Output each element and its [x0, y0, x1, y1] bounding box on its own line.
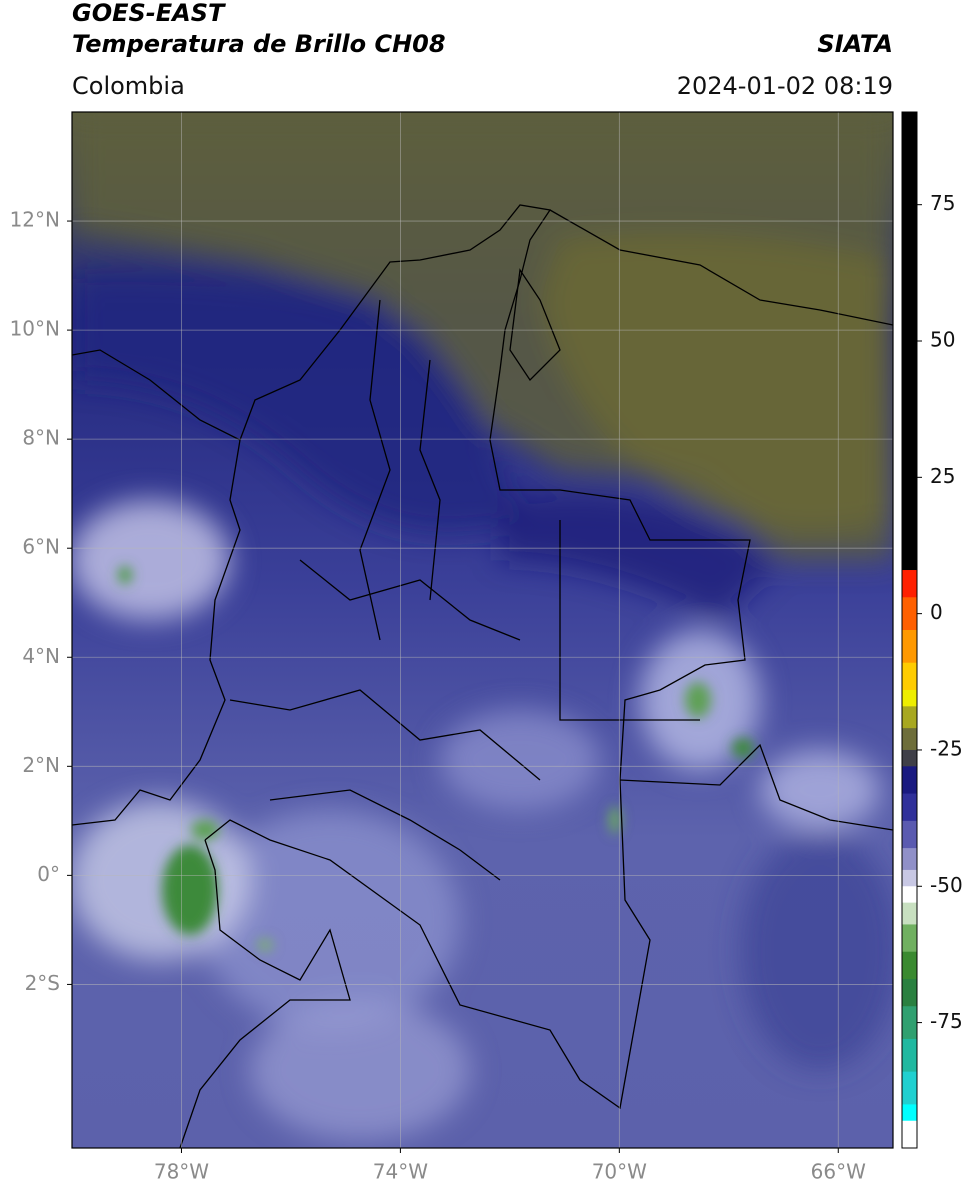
colorbar-segment	[902, 689, 917, 707]
colorbar-segment	[902, 886, 917, 904]
y-tick-label: 12°N	[10, 208, 60, 232]
colorbar-tick-label: 0	[930, 600, 943, 624]
colorbar-tick-label: 25	[930, 464, 955, 488]
colorbar	[902, 112, 917, 1149]
colorbar-segment	[902, 706, 917, 729]
colorbar-segment	[902, 570, 917, 598]
source: SIATA	[817, 30, 893, 58]
colorbar-segment	[902, 766, 917, 795]
colorbar-segment	[902, 820, 917, 849]
colorbar-segment	[902, 728, 917, 751]
colorbar-segment	[902, 924, 917, 953]
colorbar-segment	[902, 1006, 917, 1040]
map-frame	[71, 111, 894, 1149]
y-tick-label: 4°N	[22, 644, 60, 668]
colorbar-tick-label: -75	[930, 1009, 963, 1033]
colorbar-segment	[902, 112, 917, 571]
satellite-image	[72, 112, 893, 1148]
colorbar-tick-label: -25	[930, 736, 963, 760]
colorbar-segment	[902, 793, 917, 822]
y-tick-label: 0°	[37, 862, 60, 886]
colorbar-segment	[902, 902, 917, 925]
colorbar-segment	[902, 869, 917, 887]
colorbar-segment	[902, 1104, 917, 1122]
colorbar-frame	[901, 111, 918, 1149]
colorbar-segment	[902, 1071, 917, 1105]
colorbar-tick-label: -50	[930, 873, 963, 897]
region: Colombia	[72, 72, 185, 100]
colorbar-segment	[902, 978, 917, 1007]
x-tick-label: 78°W	[154, 1160, 209, 1184]
colorbar-segment	[902, 597, 917, 631]
y-tick-label: 6°N	[22, 535, 60, 559]
grid	[72, 112, 893, 1148]
colorbar-segment	[902, 630, 917, 664]
colorbar-segment	[902, 1038, 917, 1073]
colorbar-segment	[902, 749, 917, 767]
colorbar-segment	[902, 848, 917, 871]
x-tick-label: 74°W	[373, 1160, 428, 1184]
timestamp: 2024-01-02 08:19	[677, 72, 893, 100]
colorbar-segment	[902, 1120, 917, 1149]
subtitle: Temperatura de Brillo CH08	[72, 30, 446, 58]
x-tick-label: 66°W	[811, 1160, 866, 1184]
x-tick-label: 70°W	[592, 1160, 647, 1184]
y-tick-label: 10°N	[10, 317, 60, 341]
colorbar-tick-label: 75	[930, 191, 955, 215]
y-tick-label: 2°S	[25, 971, 60, 995]
title: GOES-EAST	[72, 0, 226, 27]
y-tick-label: 2°N	[22, 753, 60, 777]
colorbar-segment	[902, 951, 917, 980]
colorbar-segment	[902, 662, 917, 691]
colorbar-tick-label: 50	[930, 328, 955, 352]
y-tick-label: 8°N	[22, 426, 60, 450]
borders	[72, 204, 893, 1148]
